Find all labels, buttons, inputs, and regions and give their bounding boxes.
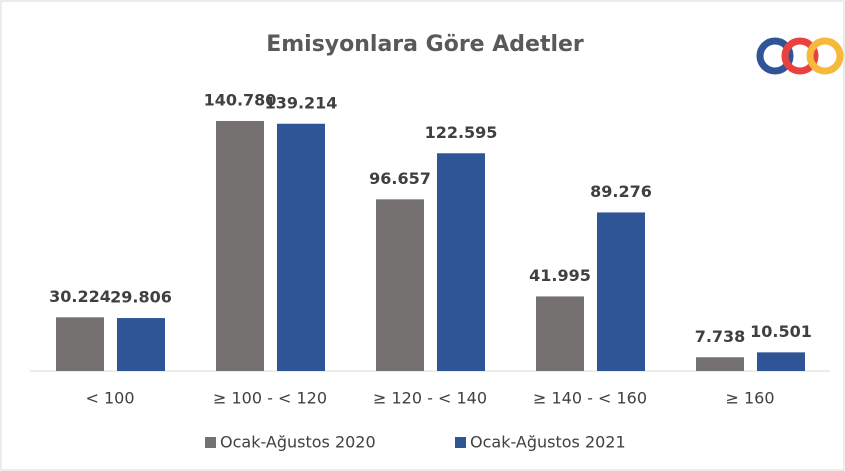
bar xyxy=(117,318,165,371)
x-tick-label: ≥ 160 xyxy=(725,389,774,408)
legend-label: Ocak-Ağustos 2020 xyxy=(220,433,376,452)
x-tick-label: ≥ 100 - < 120 xyxy=(213,389,327,408)
data-label: 41.995 xyxy=(529,266,591,285)
data-label: 122.595 xyxy=(425,123,498,142)
data-label: 29.806 xyxy=(110,288,172,307)
logo xyxy=(756,37,844,75)
bar xyxy=(536,296,584,371)
bar xyxy=(56,317,104,371)
data-label: 140.780 xyxy=(204,90,277,109)
bar xyxy=(597,212,645,371)
x-tick-label: ≥ 140 - < 160 xyxy=(533,389,647,408)
x-tick-label: ≥ 120 - < 140 xyxy=(373,389,487,408)
legend-swatch xyxy=(455,437,466,448)
bar xyxy=(216,120,264,371)
bar xyxy=(757,352,805,371)
bar xyxy=(696,357,744,371)
data-label: 89.276 xyxy=(590,182,652,201)
data-label: 30.224 xyxy=(49,287,111,306)
legend-swatch xyxy=(205,437,216,448)
data-label: 139.214 xyxy=(265,93,338,112)
data-label: 10.501 xyxy=(750,322,812,341)
chart-title: Emisyonlara Göre Adetler xyxy=(266,32,584,57)
data-label: 96.657 xyxy=(369,169,431,188)
data-label: 7.738 xyxy=(695,327,746,346)
legend-label: Ocak-Ağustos 2021 xyxy=(470,433,626,452)
bar xyxy=(277,123,325,371)
bar xyxy=(376,199,424,371)
x-tick-label: < 100 xyxy=(85,389,134,408)
bar xyxy=(437,153,485,371)
